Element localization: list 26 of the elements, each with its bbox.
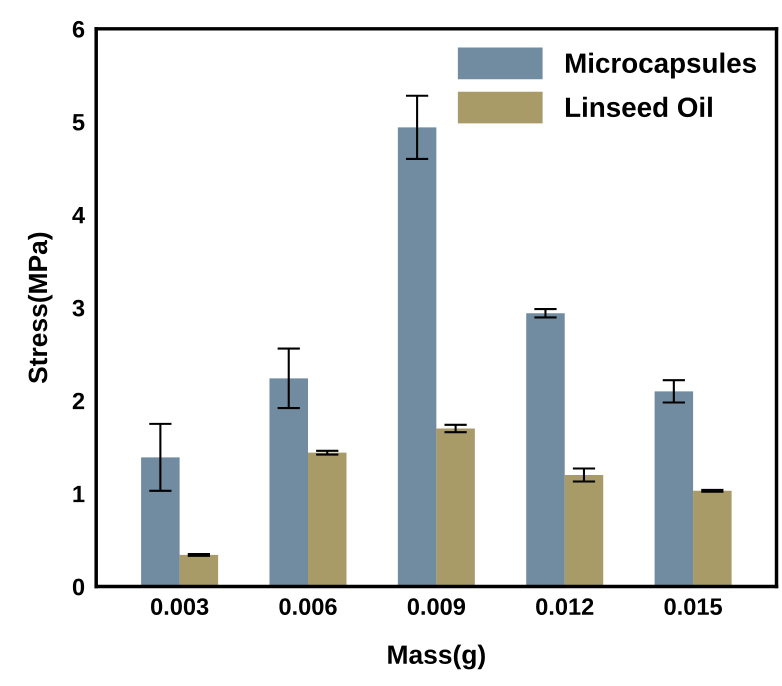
y-tick-label: 3 bbox=[72, 300, 84, 316]
bar bbox=[693, 490, 732, 587]
x-tick-label: 0.012 bbox=[536, 598, 594, 615]
x-tick-label: 0.009 bbox=[408, 598, 466, 615]
bar bbox=[654, 391, 694, 587]
y-tick-label: 0 bbox=[72, 578, 84, 596]
bar bbox=[141, 457, 180, 587]
bar bbox=[269, 378, 308, 587]
x-axis-title: Mass(g) bbox=[388, 644, 485, 670]
y-tick-label: 1 bbox=[73, 486, 84, 502]
x-tick-label: 0.015 bbox=[664, 598, 722, 615]
bar bbox=[564, 474, 604, 587]
bar bbox=[308, 452, 346, 587]
bar bbox=[436, 428, 475, 587]
x-tick-label: 0.003 bbox=[151, 598, 208, 616]
y-tick-label: 6 bbox=[72, 20, 84, 38]
x-tick-label: 0.006 bbox=[279, 598, 337, 615]
y-tick-label: 4 bbox=[72, 207, 85, 224]
legend-label: Linseed Oil bbox=[566, 96, 712, 118]
y-tick-label: 5 bbox=[72, 114, 84, 131]
legend-label: Microcapsules bbox=[566, 52, 756, 78]
bar bbox=[398, 127, 436, 587]
y-tick-label: 2 bbox=[72, 392, 84, 410]
bar bbox=[526, 313, 565, 587]
y-axis-title: Stress(MPa) bbox=[28, 232, 52, 384]
bar bbox=[180, 554, 218, 587]
